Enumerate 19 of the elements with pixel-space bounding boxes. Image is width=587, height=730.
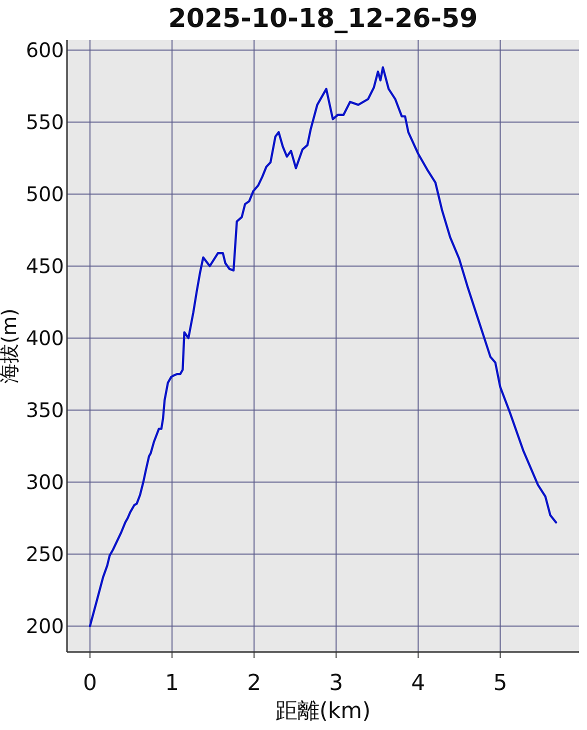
x-tick-label: 1 xyxy=(165,671,180,696)
y-tick-label: 300 xyxy=(26,470,64,494)
y-tick-label: 200 xyxy=(26,614,64,638)
y-tick-label: 600 xyxy=(26,38,64,62)
line-series xyxy=(88,66,558,628)
x-tick-label: 0 xyxy=(82,671,97,696)
x-tick-label: 5 xyxy=(493,671,508,696)
x-tick-label: 3 xyxy=(329,671,344,696)
chart-title: 2025-10-18_12-26-59 xyxy=(168,4,478,34)
x-tick-label: 2 xyxy=(247,671,262,696)
x-axis-title: 距離(km) xyxy=(275,699,371,724)
y-tick-label: 350 xyxy=(26,398,64,422)
y-tick-label: 450 xyxy=(26,254,64,278)
y-tick-label: 550 xyxy=(26,110,64,134)
y-tick-label: 500 xyxy=(26,182,64,206)
y-axis-title: 海拔(m) xyxy=(0,308,21,384)
y-tick-label: 400 xyxy=(26,326,64,350)
x-tick-label: 4 xyxy=(411,671,426,696)
y-tick-label: 250 xyxy=(26,542,64,566)
